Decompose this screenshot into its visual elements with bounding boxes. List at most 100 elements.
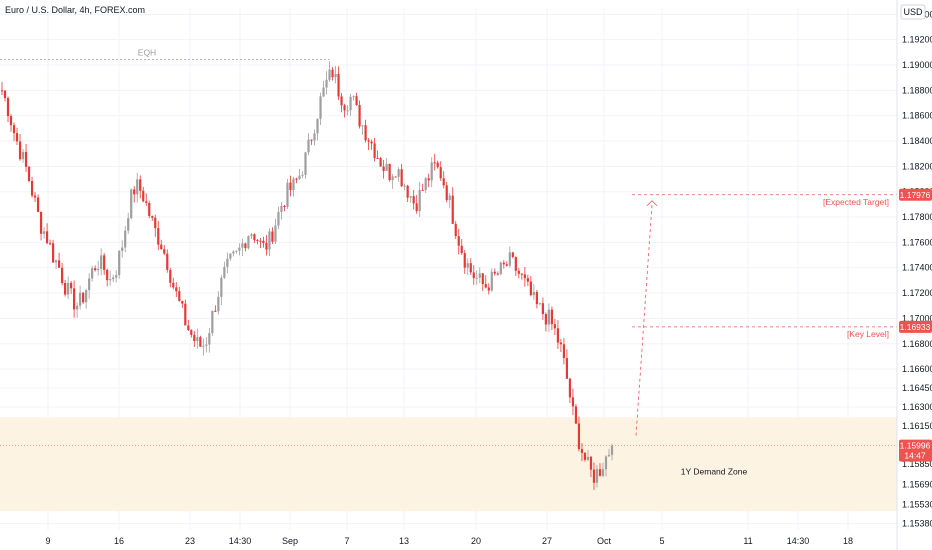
candle-body: [364, 125, 367, 141]
candle-body: [586, 456, 590, 460]
candles: [0, 61, 614, 490]
candle-body: [328, 69, 331, 80]
candle-body: [45, 231, 49, 244]
candle-body: [394, 176, 397, 178]
candle-body: [160, 244, 163, 250]
candle-body: [271, 231, 274, 242]
candle-body: [505, 264, 508, 266]
candle-body: [70, 282, 73, 289]
candle-body: [229, 253, 232, 259]
candle-body: [508, 252, 511, 266]
candle-body: [54, 260, 58, 263]
candle-body: [292, 178, 295, 191]
candle-body: [436, 162, 439, 168]
candle-body: [358, 104, 361, 127]
price-tick-9: 1.17600: [902, 237, 932, 247]
candle-body: [418, 189, 421, 212]
candle-body: [550, 309, 554, 325]
currency-button[interactable]: USD: [900, 4, 926, 20]
candle-body: [346, 110, 349, 112]
price-tick-2: 1.19000: [902, 60, 932, 70]
price-axis: 1.194001.192001.190001.188001.186001.184…: [902, 9, 932, 528]
candle-body: [526, 278, 529, 282]
candle-body: [331, 69, 334, 78]
candle-body: [265, 243, 268, 250]
candle-body: [319, 96, 322, 119]
candle-body: [184, 303, 187, 326]
candle-body: [6, 98, 10, 117]
projection-path: [635, 204, 653, 436]
candle-body: [325, 79, 328, 88]
candle-body: [67, 282, 70, 295]
candle-body: [241, 243, 244, 248]
candle-body: [310, 139, 313, 141]
candle-body: [304, 152, 307, 175]
candle-body: [373, 143, 376, 158]
candle-body: [466, 263, 469, 268]
candle-body: [106, 269, 109, 281]
candle-body: [445, 185, 448, 201]
candle-body: [334, 74, 337, 78]
candle-body: [403, 185, 406, 187]
candle-body: [235, 250, 238, 252]
candle-body: [142, 190, 145, 202]
time-tick-13: 18: [843, 536, 853, 546]
candle-body: [30, 181, 34, 196]
candle-body: [601, 469, 605, 476]
candle-body: [544, 314, 547, 325]
time-tick-10: 5: [659, 536, 664, 546]
candle-body: [79, 292, 82, 306]
candle-body: [589, 456, 593, 470]
candle-body: [322, 87, 325, 97]
candle-body: [469, 263, 472, 273]
candle-body: [514, 257, 517, 271]
candle-body: [121, 247, 124, 251]
time-tick-8: 27: [542, 536, 552, 546]
price-tick-19: 1.15690: [902, 479, 932, 489]
eqh-label: EQH: [138, 47, 156, 57]
candle-body: [472, 272, 475, 279]
key-level-price-tag: 1.16933: [899, 320, 932, 333]
candle-body: [166, 253, 169, 270]
time-tick-11: 11: [743, 536, 752, 546]
candle-body: [208, 333, 211, 345]
chart-title: Euro / U.S. Dollar, 4h, FOREX.com: [5, 5, 145, 15]
price-tick-13: 1.16800: [902, 339, 932, 349]
key-level-label: [Key Level]: [847, 329, 889, 339]
candle-body: [532, 292, 535, 296]
candle-body: [610, 445, 614, 455]
candle-body: [169, 269, 172, 283]
candle-body: [39, 211, 43, 234]
candle-body: [448, 195, 451, 201]
candle-body: [133, 189, 136, 195]
candle-body: [262, 240, 265, 244]
time-tick-2: 23: [185, 536, 195, 546]
price-tick-5: 1.18400: [902, 136, 932, 146]
candle-body: [130, 189, 133, 219]
candle-body: [82, 292, 85, 303]
candle-body: [433, 162, 436, 164]
candle-body: [421, 189, 424, 191]
price-tick-17: 1.16150: [902, 421, 932, 431]
expected-target-price-tag: 1.17976: [899, 188, 932, 201]
candle-body: [190, 330, 193, 335]
candle-body: [97, 268, 100, 271]
candle-body: [136, 179, 139, 195]
candle-body: [559, 342, 563, 345]
candle-body: [592, 469, 596, 483]
candle-body: [274, 225, 277, 242]
candle-body: [337, 74, 340, 97]
candle-body: [547, 309, 550, 325]
candle-body: [280, 205, 283, 213]
candle-body: [538, 303, 541, 305]
candle-body: [481, 273, 484, 285]
candle-body: [124, 230, 127, 248]
current-price-tag: 1.15996 14:47: [899, 439, 932, 462]
candle-body: [247, 236, 250, 249]
svg-text:1.17976: 1.17976: [900, 190, 931, 200]
price-tick-20: 1.15530: [902, 500, 932, 510]
candle-body: [562, 344, 566, 359]
candle-body: [487, 287, 490, 291]
candle-body: [397, 169, 400, 177]
